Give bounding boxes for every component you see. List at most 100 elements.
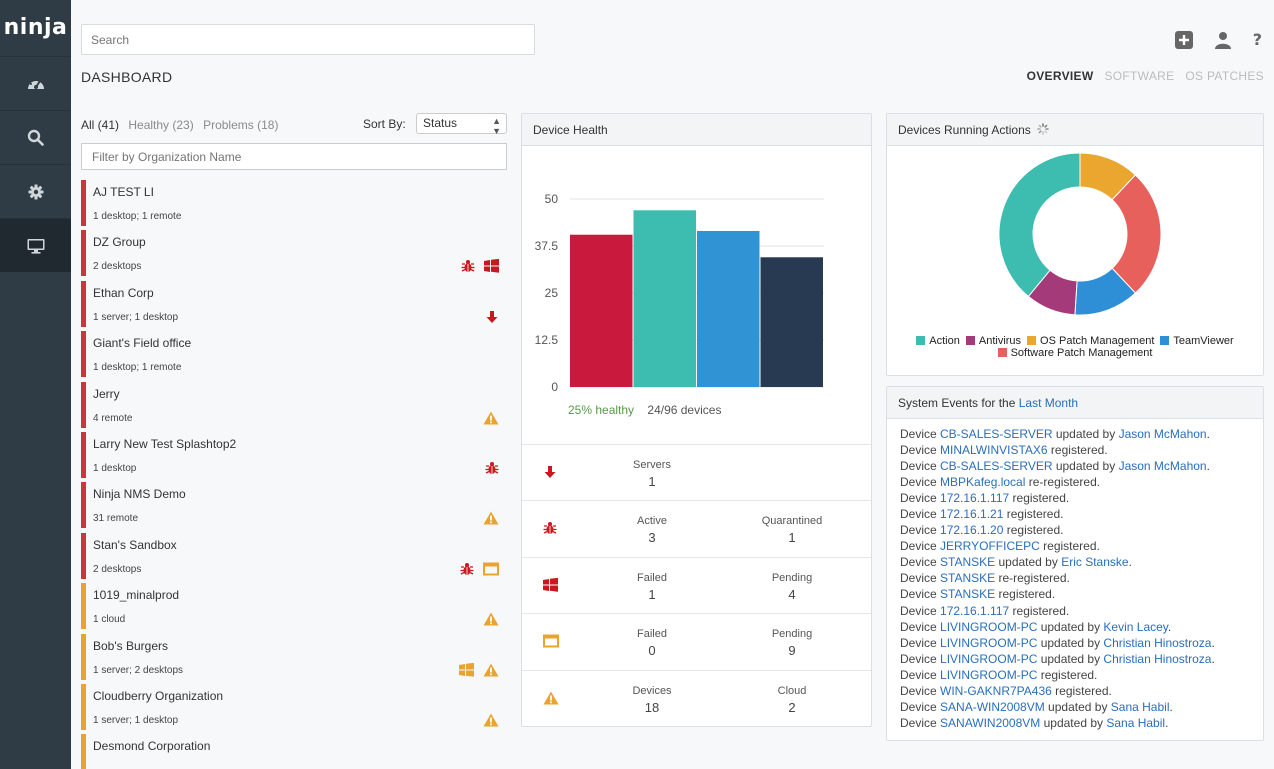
event-link[interactable]: SANAWIN2008VM <box>940 715 1041 730</box>
event-link[interactable]: MBPKafeg.local <box>940 475 1026 490</box>
health-stat-row[interactable]: Active 3 Quarantined 1 <box>522 500 871 557</box>
event-link[interactable]: 172.16.1.20 <box>940 523 1004 538</box>
org-row[interactable]: Larry New Test Splashtop2 1 desktop <box>81 431 507 482</box>
filter-healthy[interactable]: Healthy (23) <box>128 118 194 132</box>
legend-item[interactable]: TeamViewer <box>1160 335 1234 347</box>
event-link[interactable]: STANSKE <box>940 555 996 570</box>
org-row[interactable]: DZ Group 2 desktops <box>81 230 507 280</box>
event-link[interactable]: WIN-GAKNR7PA436 <box>940 683 1052 698</box>
event-link[interactable]: 172.16.1.117 <box>940 491 1010 506</box>
org-name[interactable]: AJ TEST LI <box>93 185 154 199</box>
period-link[interactable]: Last Month <box>1018 396 1079 410</box>
org-row[interactable]: 1019_minalprod 1 cloud <box>81 583 507 633</box>
tab-os-patches[interactable]: OS PATCHES <box>1185 69 1264 83</box>
org-row[interactable]: Giant's Field office 1 desktop; 1 remote <box>81 331 507 381</box>
health-bar[interactable] <box>570 234 633 387</box>
tab-software[interactable]: SOFTWARE <box>1104 69 1175 83</box>
donut-slice[interactable] <box>998 152 1081 298</box>
event-link[interactable]: Christian Hinostroza <box>1103 651 1212 666</box>
event-link[interactable]: LIVINGROOM-PC <box>940 635 1038 650</box>
legend-item[interactable]: OS Patch Management <box>1027 335 1154 347</box>
y-tick-label: 25 <box>545 286 559 300</box>
filter-all[interactable]: All (41) <box>81 118 120 132</box>
org-row[interactable]: Cloudberry Organization 1 server; 1 deskt… <box>81 683 507 734</box>
org-row[interactable]: Ninja NMS Demo 31 remote <box>81 482 507 532</box>
event-link[interactable]: Eric Stanske <box>1061 555 1129 570</box>
health-bar[interactable] <box>697 230 760 387</box>
org-name[interactable]: Larry New Test Splashtop2 <box>93 436 237 451</box>
event-link[interactable]: STANSKE <box>940 571 996 586</box>
event-link[interactable]: LIVINGROOM-PC <box>940 651 1038 666</box>
health-stat-row[interactable]: Devices 18 Cloud 2 <box>522 670 871 727</box>
help-icon[interactable]: ? <box>1252 30 1262 49</box>
event-link[interactable]: 172.16.1.117 <box>940 603 1010 618</box>
event-link[interactable]: LIVINGROOM-PC <box>940 667 1038 682</box>
legend-item[interactable]: Software Patch Management <box>997 347 1152 359</box>
stat-value: 2 <box>788 700 796 715</box>
stat-column: Active 3 <box>592 515 712 545</box>
org-filter-input[interactable] <box>81 143 507 170</box>
event-link[interactable]: Jason McMahon <box>1118 459 1207 474</box>
warning-icon <box>483 713 499 727</box>
event-line: Device WIN-GAKNR7PA436 registered. <box>900 683 1250 699</box>
event-line: Device 172.16.1.117 registered. <box>900 490 1250 506</box>
nav-search[interactable] <box>0 110 71 164</box>
health-bar[interactable] <box>760 257 824 387</box>
event-link[interactable]: STANSKE <box>940 587 996 602</box>
org-name[interactable]: Cloudberry Organization <box>93 688 224 703</box>
org-device-summary: 1 desktop; 1 remote <box>93 211 182 222</box>
tab-overview[interactable]: OVERVIEW <box>1026 69 1094 83</box>
ninja-logo[interactable]: ninja <box>3 15 68 40</box>
event-link[interactable]: Christian Hinostroza <box>1103 635 1212 650</box>
event-link[interactable]: Sana Habil <box>1106 715 1166 730</box>
org-name[interactable]: Desmond Corporation <box>93 739 211 754</box>
sort-select[interactable]: Status ▲ ▼ <box>416 113 507 136</box>
event-text: Device <box>900 699 941 714</box>
event-link[interactable]: Jason McMahon <box>1118 427 1207 441</box>
event-link[interactable]: JERRYOFFICEPC <box>940 539 1040 554</box>
legend-item[interactable]: Antivirus <box>965 335 1021 347</box>
org-row[interactable]: Ethan Corp 1 server; 1 desktop <box>81 280 507 331</box>
nav-dashboard[interactable] <box>0 56 71 110</box>
filter-problems[interactable]: Problems (18) <box>203 118 279 132</box>
org-name[interactable]: Giant's Field office <box>93 336 192 351</box>
org-name[interactable]: 1019_minalprod <box>93 588 180 603</box>
event-link[interactable]: SANA-WIN2008VM <box>940 699 1045 714</box>
status-bar <box>81 331 86 378</box>
health-stat-row[interactable]: Servers 1 <box>522 444 871 500</box>
add-icon[interactable] <box>1174 30 1193 49</box>
event-link[interactable]: 172.16.1.21 <box>940 507 1004 522</box>
stat-value: 9 <box>788 643 796 658</box>
event-link[interactable]: CB-SALES-SERVER <box>940 459 1053 474</box>
event-link[interactable]: LIVINGROOM-PC <box>940 619 1038 634</box>
nav-settings[interactable] <box>0 164 71 218</box>
nav-devices[interactable] <box>0 218 71 272</box>
org-row[interactable]: Desmond Corporation <box>81 734 507 769</box>
stat-label: Failed <box>637 628 667 640</box>
event-link[interactable]: Sana Habil <box>1110 699 1170 714</box>
legend-swatch <box>997 348 1007 357</box>
org-row[interactable]: AJ TEST LI 1 desktop; 1 remote <box>81 180 507 230</box>
org-name[interactable]: Jerry <box>93 386 120 401</box>
event-link[interactable]: Kevin Lacey <box>1103 619 1168 634</box>
health-bar[interactable] <box>633 210 697 387</box>
legend-item[interactable]: Action <box>916 335 960 347</box>
org-row[interactable]: Stan's Sandbox 2 desktops <box>81 532 507 583</box>
org-name[interactable]: Bob's Burgers <box>93 638 168 653</box>
event-text: . <box>1165 715 1169 730</box>
search-input[interactable] <box>81 24 535 55</box>
event-link[interactable]: MINALWINVISTAX6 <box>940 443 1048 458</box>
org-name[interactable]: Ethan Corp <box>93 285 154 300</box>
org-row[interactable]: Jerry 4 remote <box>81 381 507 432</box>
org-name[interactable]: Ninja NMS Demo <box>93 487 186 502</box>
org-row[interactable]: Bob's Burgers 1 server; 2 desktops <box>81 633 507 684</box>
org-name[interactable]: DZ Group <box>93 235 146 250</box>
status-bar <box>81 381 86 428</box>
org-alert-icons <box>483 511 499 525</box>
user-icon[interactable] <box>1214 31 1231 49</box>
event-link[interactable]: CB-SALES-SERVER <box>940 427 1053 441</box>
status-bar <box>81 180 86 226</box>
health-stat-row[interactable]: Failed 0 Pending 9 <box>522 613 871 670</box>
health-stat-row[interactable]: Failed 1 Pending 4 <box>522 557 871 613</box>
org-name[interactable]: Stan's Sandbox <box>93 537 177 552</box>
